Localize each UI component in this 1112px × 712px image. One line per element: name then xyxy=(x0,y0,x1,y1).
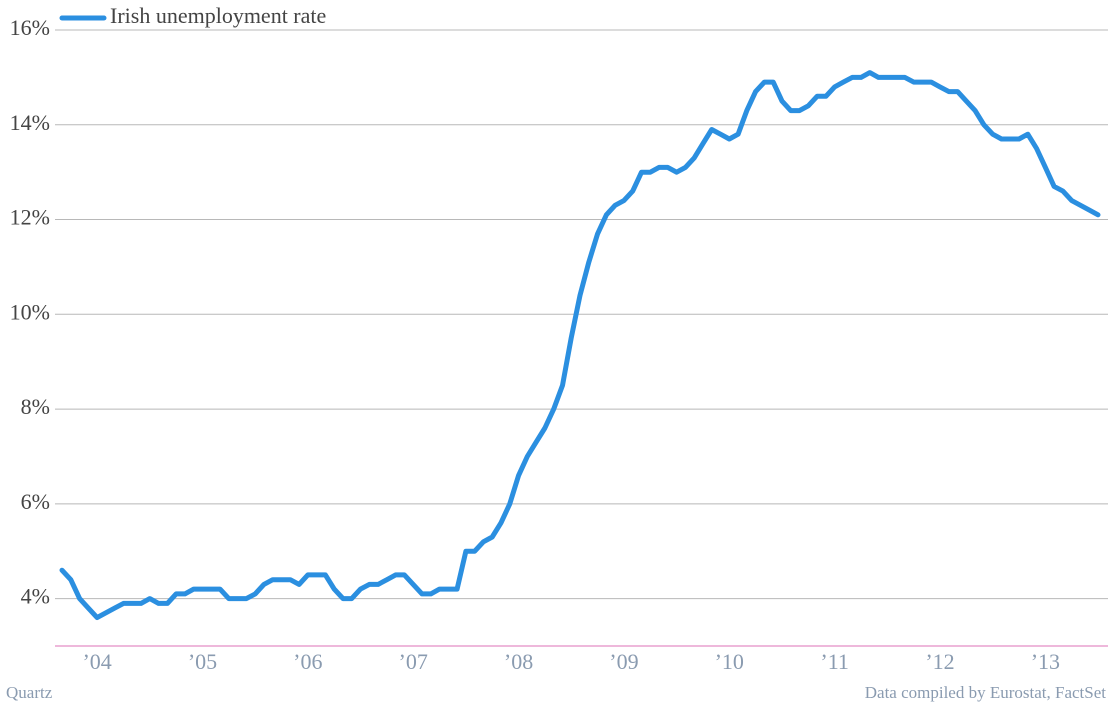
x-tick-label: ’08 xyxy=(504,649,533,674)
y-tick-label: 14% xyxy=(10,110,50,135)
x-tick-label: ’05 xyxy=(188,649,217,674)
y-tick-label: 16% xyxy=(10,15,50,40)
source: Data compiled by Eurostat, FactSet xyxy=(865,683,1107,702)
legend-label: Irish unemployment rate xyxy=(110,3,326,28)
data-line xyxy=(59,70,1101,621)
x-tick-label: ’10 xyxy=(715,649,744,674)
x-tick-label: ’13 xyxy=(1031,649,1060,674)
y-tick-label: 6% xyxy=(21,489,50,514)
credit: Quartz xyxy=(6,683,53,702)
y-tick-label: 4% xyxy=(21,584,50,609)
x-tick-label: ’06 xyxy=(293,649,322,674)
x-tick-label: ’12 xyxy=(925,649,954,674)
x-tick-label: ’11 xyxy=(820,649,849,674)
y-tick-label: 10% xyxy=(10,299,50,324)
y-tick-label: 8% xyxy=(21,394,50,419)
x-tick-label: ’09 xyxy=(609,649,638,674)
x-tick-label: ’04 xyxy=(82,649,111,674)
x-tick-label: ’07 xyxy=(399,649,428,674)
y-tick-label: 12% xyxy=(10,205,50,230)
